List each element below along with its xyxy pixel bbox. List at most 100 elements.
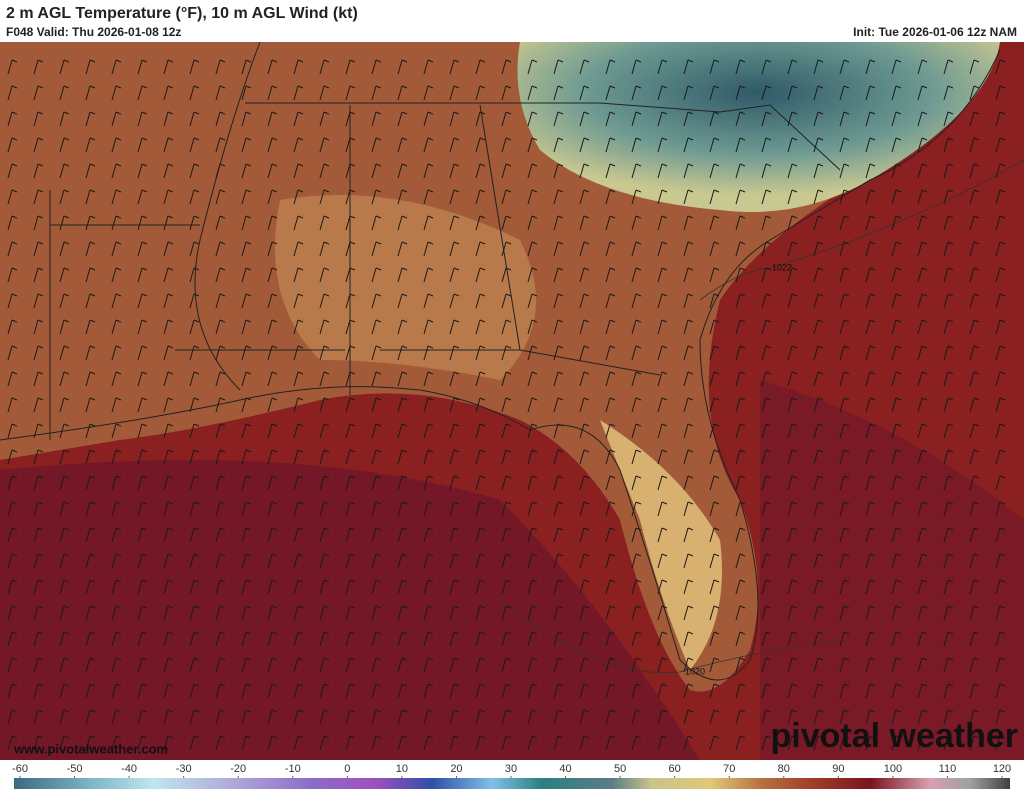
wind-barb (527, 345, 538, 361)
wind-barb (423, 111, 434, 127)
wind-barb (943, 631, 954, 647)
wind-barb (709, 475, 720, 491)
wind-barb (59, 85, 70, 101)
wind-barb (137, 111, 148, 127)
wind-barb (345, 241, 356, 257)
wind-barb (579, 241, 590, 257)
wind-barb (215, 215, 226, 231)
wind-barb (397, 59, 408, 75)
wind-barb (527, 527, 538, 543)
wind-barb (163, 501, 174, 517)
wind-barb (7, 85, 18, 101)
wind-barb (423, 579, 434, 595)
wind-barb (579, 215, 590, 231)
colorbar-tick-label: 20 (450, 763, 462, 775)
wind-barb (267, 579, 278, 595)
wind-barb (371, 423, 382, 439)
wind-barb (553, 423, 564, 439)
wind-barb (267, 735, 278, 751)
wind-barb (761, 631, 772, 647)
wind-barb (865, 319, 876, 335)
wind-barb (137, 423, 148, 439)
colorbar-tick-label: 60 (669, 763, 681, 775)
wind-barb (527, 371, 538, 387)
wind-barb (293, 423, 304, 439)
wind-barb (657, 423, 668, 439)
wind-barb (943, 449, 954, 465)
wind-barb (813, 579, 824, 595)
wind-barb (553, 215, 564, 231)
wind-barb (137, 683, 148, 699)
wind-barb (475, 553, 486, 569)
wind-barb (293, 111, 304, 127)
wind-barb (423, 319, 434, 335)
wind-barb (59, 241, 70, 257)
isobar-label: 1022 (772, 262, 792, 272)
wind-barb (917, 449, 928, 465)
wind-barb (761, 241, 772, 257)
wind-barb (397, 267, 408, 283)
wind-barb (241, 423, 252, 439)
wind-barb (111, 85, 122, 101)
wind-barb (111, 241, 122, 257)
wind-barb (839, 605, 850, 621)
wind-barb (657, 735, 668, 751)
wind-barb (735, 657, 746, 673)
wind-barb (995, 683, 1006, 699)
wind-barb (7, 527, 18, 543)
wind-barb (397, 475, 408, 491)
wind-barb (709, 735, 720, 751)
wind-barb (215, 631, 226, 647)
wind-barb (579, 85, 590, 101)
wind-barb (111, 579, 122, 595)
wind-barb (839, 683, 850, 699)
wind-barb (293, 579, 304, 595)
wind-barb (189, 319, 200, 335)
wind-barb (813, 423, 824, 439)
wind-barb (553, 553, 564, 569)
wind-barb (865, 85, 876, 101)
wind-barb (969, 85, 980, 101)
wind-barb (33, 267, 44, 283)
wind-barb (7, 423, 18, 439)
wind-barb (85, 657, 96, 673)
wind-barb (449, 657, 460, 673)
wind-barb (293, 189, 304, 205)
wind-barb (85, 579, 96, 595)
wind-barb (33, 475, 44, 491)
wind-barb (137, 709, 148, 725)
wind-barb (85, 501, 96, 517)
wind-barb (59, 163, 70, 179)
wind-barb (813, 59, 824, 75)
wind-barb (891, 657, 902, 673)
wind-barb (475, 59, 486, 75)
wind-barb (163, 527, 174, 543)
wind-barb (865, 631, 876, 647)
wind-barb (631, 579, 642, 595)
wind-barb (683, 59, 694, 75)
wind-barb (59, 709, 70, 725)
wind-barb (917, 397, 928, 413)
colorbar-tick-label: -60 (12, 763, 28, 775)
wind-barb (943, 605, 954, 621)
wind-barb (397, 111, 408, 127)
wind-barb (995, 709, 1006, 725)
wind-barb (657, 527, 668, 543)
wind-barb (137, 293, 148, 309)
wind-barb (189, 527, 200, 543)
wind-barb (631, 319, 642, 335)
wind-barb (969, 527, 980, 543)
cold-area (517, 42, 1000, 212)
wind-barb (917, 527, 928, 543)
wind-barb (475, 163, 486, 179)
wind-barb (267, 345, 278, 361)
wind-barb (787, 111, 798, 127)
wind-barb (631, 293, 642, 309)
wind-barb (605, 371, 616, 387)
wind-barb (709, 215, 720, 231)
wind-barb (163, 475, 174, 491)
wind-barb (761, 449, 772, 465)
wind-barb (943, 241, 954, 257)
wind-barb (631, 423, 642, 439)
wind-barb (371, 553, 382, 569)
